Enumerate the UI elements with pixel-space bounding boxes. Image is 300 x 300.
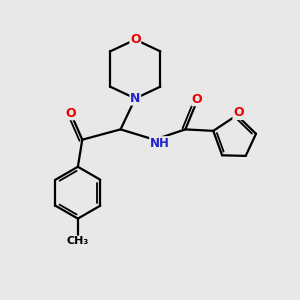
Text: O: O: [130, 33, 141, 46]
Text: O: O: [192, 93, 203, 106]
Text: O: O: [65, 107, 76, 120]
Text: CH₃: CH₃: [67, 236, 89, 246]
Text: O: O: [233, 106, 244, 119]
Text: N: N: [130, 92, 140, 105]
Text: NH: NH: [150, 137, 170, 150]
